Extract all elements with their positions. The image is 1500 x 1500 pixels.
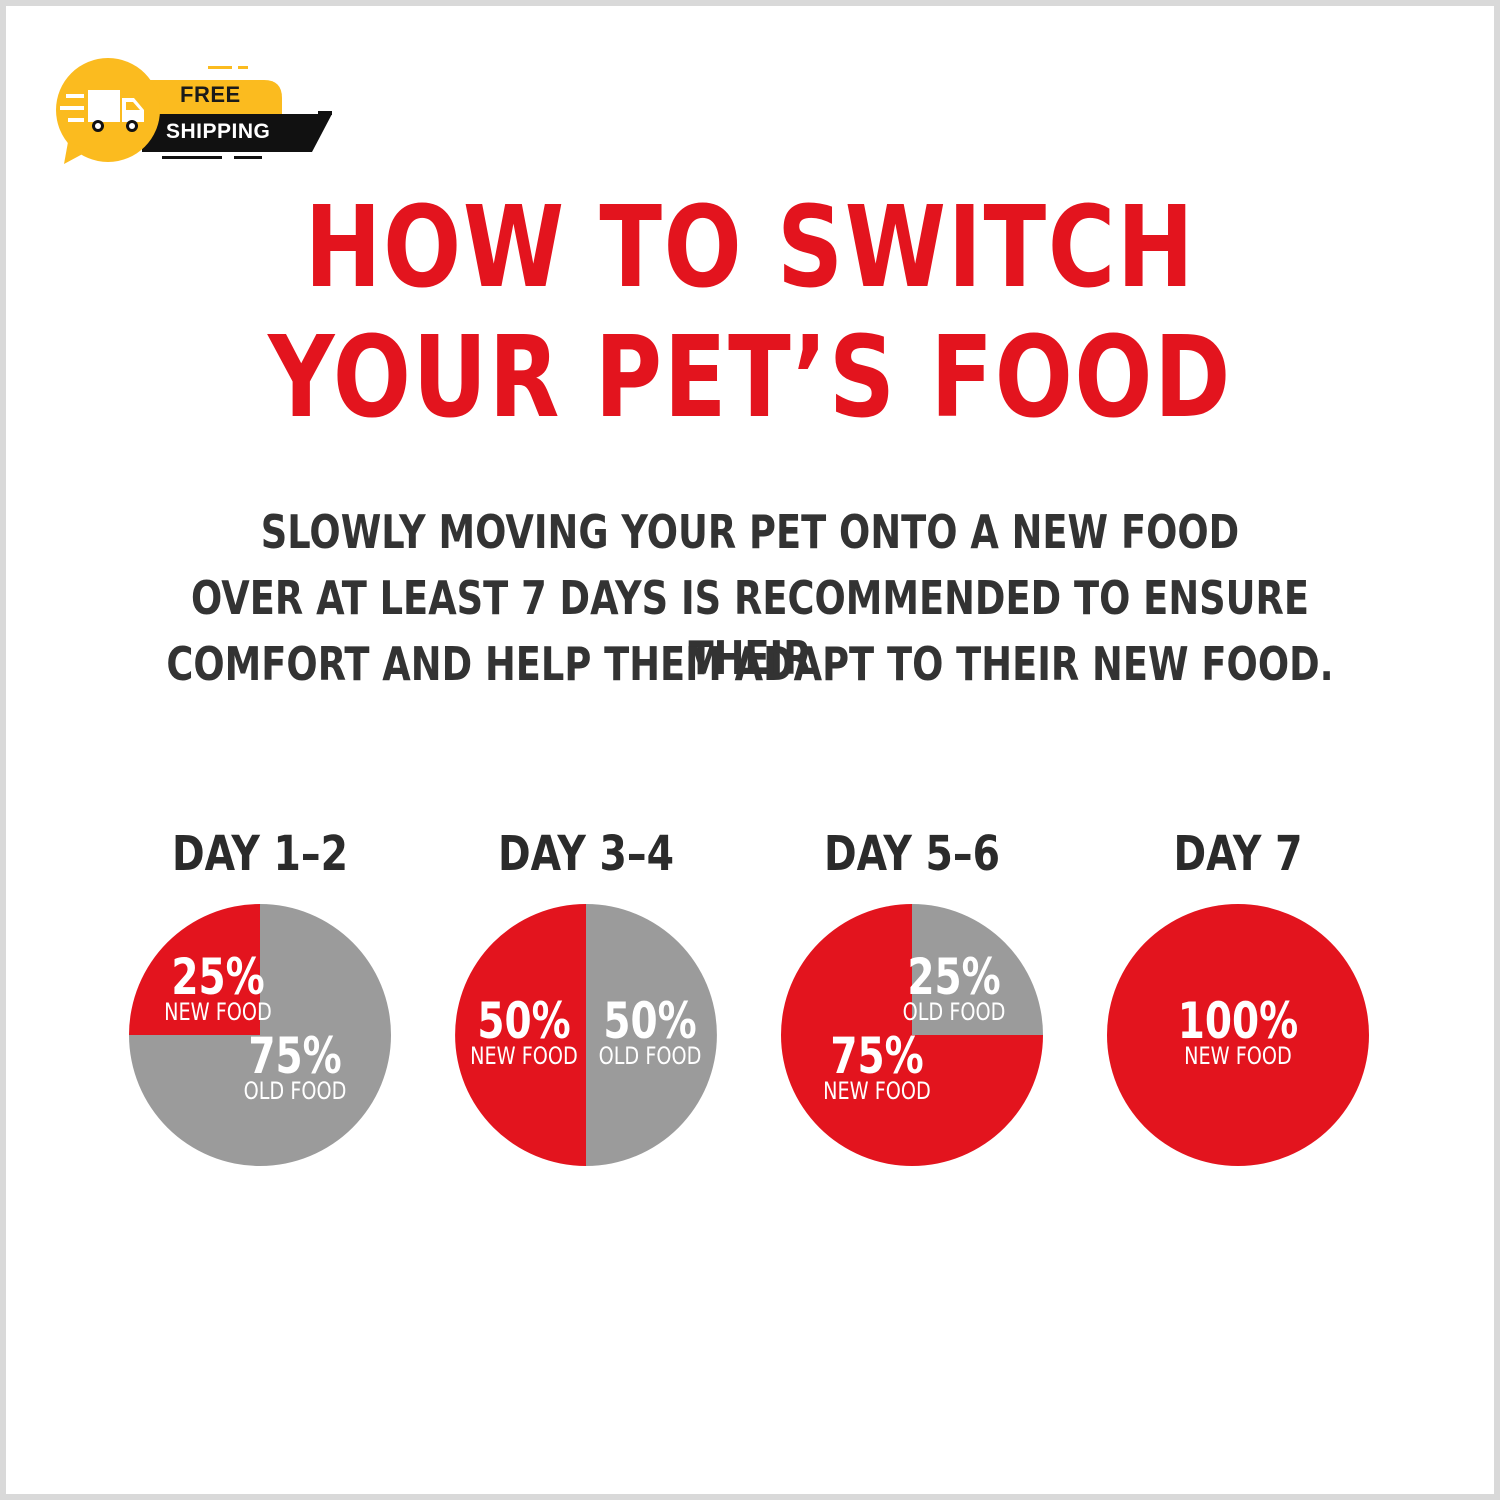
- day-label: DAY 5–6: [823, 826, 1001, 882]
- slice-food-label: NEW FOOD: [164, 997, 273, 1026]
- slice-food-label: OLD FOOD: [598, 1042, 702, 1070]
- slice-percent-label: 75%: [248, 1027, 342, 1086]
- pie-slice-old-food: [912, 904, 1043, 1035]
- delivery-truck-icon: [56, 58, 332, 164]
- slice-food-label: OLD FOOD: [243, 1077, 347, 1106]
- pie-slice-new-food: [1107, 904, 1369, 1166]
- subtitle-line-3: COMFORT AND HELP THEM ADAPT TO THEIR NEW…: [166, 637, 1334, 691]
- slice-percent-label: 75%: [830, 1027, 924, 1086]
- badge-shipping-text: SHIPPING: [166, 120, 271, 143]
- day-label: DAY 7: [1173, 826, 1303, 882]
- slice-food-label: NEW FOOD: [1184, 1042, 1292, 1070]
- subtitle-line-2: OVER AT LEAST 7 DAYS IS RECOMMENDED TO E…: [191, 571, 1309, 685]
- slice-percent-label: 25%: [171, 947, 265, 1006]
- free-shipping-badge: FREE SHIPPING: [50, 58, 340, 170]
- subtitle-line-1: SLOWLY MOVING YOUR PET ONTO A NEW FOOD: [260, 505, 1240, 559]
- slice-food-label: NEW FOOD: [470, 1042, 578, 1070]
- slice-food-label: NEW FOOD: [822, 1077, 931, 1106]
- transition-pie-charts: DAY 1–2 25% NEW FOOD 75% OLD FOOD DAY 3–4 50% N…: [6, 6, 1494, 1494]
- pie-chart-canvas: [129, 904, 1369, 1166]
- day-label: DAY 3–4: [497, 826, 675, 882]
- infographic: FREE SHIPPING HOW TO SWITCH YOUR PET’S F…: [6, 6, 1494, 1494]
- day-label: DAY 1–2: [171, 826, 349, 882]
- pie-slice-new-food: [455, 904, 586, 1166]
- pie-slice-old-food: [586, 904, 717, 1166]
- pie-slice-old-food: [129, 904, 391, 1166]
- slice-percent-label: 25%: [906, 947, 1001, 1006]
- pie-slice-new-food: [129, 904, 260, 1035]
- slice-percent-label: 100%: [1177, 992, 1299, 1050]
- badge-free-text: FREE: [180, 82, 241, 107]
- slice-percent-label: 50%: [603, 992, 697, 1050]
- slice-food-label: OLD FOOD: [902, 997, 1006, 1026]
- page-title-line-1: HOW TO SWITCH: [304, 183, 1196, 313]
- slice-percent-label: 50%: [477, 992, 571, 1050]
- page-title-line-2: YOUR PET’S FOOD: [268, 313, 1232, 443]
